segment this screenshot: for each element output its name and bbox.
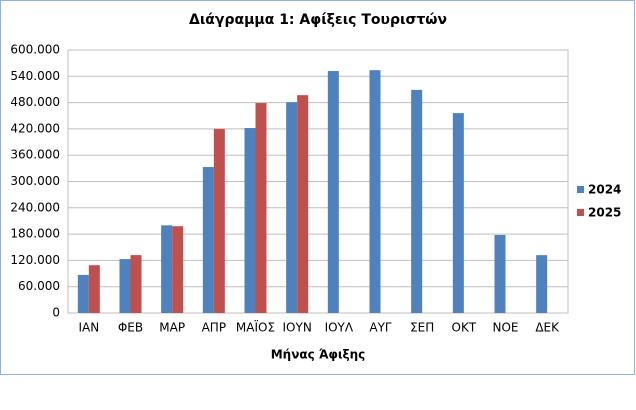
y-tick-label: 60.000: [18, 279, 60, 293]
bar: [286, 102, 298, 313]
bar: [255, 103, 267, 313]
legend-swatch: [577, 186, 584, 193]
bar: [130, 255, 142, 313]
y-tick-label: 420.000: [10, 121, 60, 135]
bar: [297, 95, 309, 313]
x-tick-label: ΙΟΥΛ: [325, 321, 354, 335]
x-tick-label: ΙΑΝ: [78, 321, 99, 335]
y-tick-label: 480.000: [10, 95, 60, 109]
bar: [202, 167, 214, 313]
y-tick-label: 360.000: [10, 148, 60, 162]
y-tick-label: 300.000: [10, 174, 60, 188]
bar: [536, 255, 548, 313]
x-tick-label: ΟΚΤ: [452, 321, 477, 335]
chart-border: [0, 0, 635, 375]
bar: [452, 113, 464, 314]
bar: [369, 70, 381, 313]
y-tick-label: 600.000: [10, 43, 60, 57]
y-tick-label: 120.000: [10, 253, 60, 267]
x-tick-label: ΦΕΒ: [118, 321, 143, 335]
bar: [77, 274, 89, 313]
x-tick-label: ΝΟΕ: [492, 321, 518, 335]
bar: [213, 128, 225, 313]
y-tick-label: 0: [52, 306, 60, 320]
bar: [172, 226, 184, 313]
x-tick-label: ΜΑΡ: [159, 321, 185, 335]
bar: [411, 89, 423, 313]
bar: [161, 225, 173, 313]
y-tick-label: 180.000: [10, 227, 60, 241]
y-tick-label: 240.000: [10, 200, 60, 214]
x-axis-label: Μήνας Άφιξης: [271, 348, 366, 362]
y-tick-label: 540.000: [10, 69, 60, 83]
x-tick-label: ΑΠΡ: [202, 321, 226, 335]
bar: [119, 259, 131, 313]
bar: [244, 128, 256, 313]
x-tick-label: ΑΥΓ: [369, 321, 392, 335]
chart-title: Διάγραμμα 1: Αφίξεις Τουριστών: [189, 12, 447, 28]
x-tick-label: ΜΑΪΟΣ: [236, 320, 275, 335]
legend-label: 2025: [588, 206, 621, 220]
x-tick-label: ΔΕΚ: [535, 321, 560, 335]
bar: [327, 71, 339, 313]
bar: [88, 265, 100, 313]
legend-label: 2024: [588, 183, 621, 197]
x-tick-label: ΣΕΠ: [410, 321, 434, 335]
x-tick-label: ΙΟΥΝ: [283, 321, 312, 335]
bar: [494, 234, 506, 313]
legend-swatch: [577, 209, 584, 216]
